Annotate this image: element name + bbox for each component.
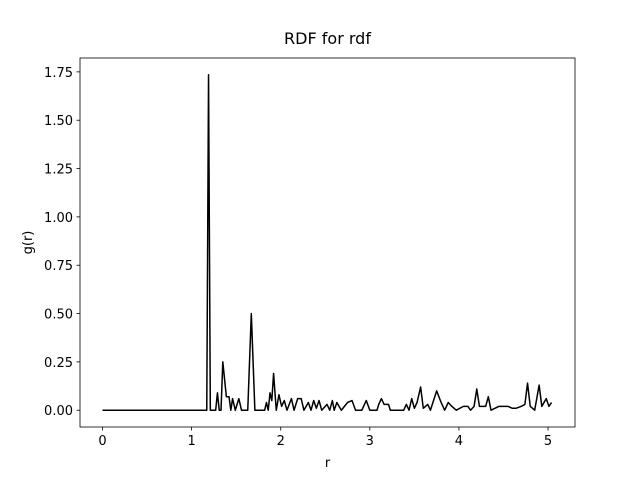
x-tick-label: 2 [277, 434, 285, 449]
x-tick-label: 5 [544, 434, 552, 449]
x-tick-label: 1 [187, 434, 195, 449]
x-tick-label: 0 [98, 434, 106, 449]
x-axis-label: r [325, 456, 331, 471]
line-series [102, 74, 553, 411]
y-tick-label: 1.00 [44, 211, 73, 226]
y-axis-label: g(r) [21, 231, 36, 255]
x-tick-label: 3 [366, 434, 374, 449]
y-tick-label: 0.00 [44, 404, 73, 419]
y-tick-label: 0.75 [44, 259, 73, 274]
chart-title: RDF for rdf [284, 29, 371, 48]
plot-frame [79, 57, 576, 428]
y-tick-label: 1.25 [44, 163, 73, 178]
y-tick-label: 1.75 [44, 66, 73, 81]
y-tick-label: 1.50 [44, 114, 73, 129]
y-tick-label: 0.25 [44, 356, 73, 371]
x-tick-label: 4 [455, 434, 463, 449]
y-tick-label: 0.50 [44, 308, 73, 323]
